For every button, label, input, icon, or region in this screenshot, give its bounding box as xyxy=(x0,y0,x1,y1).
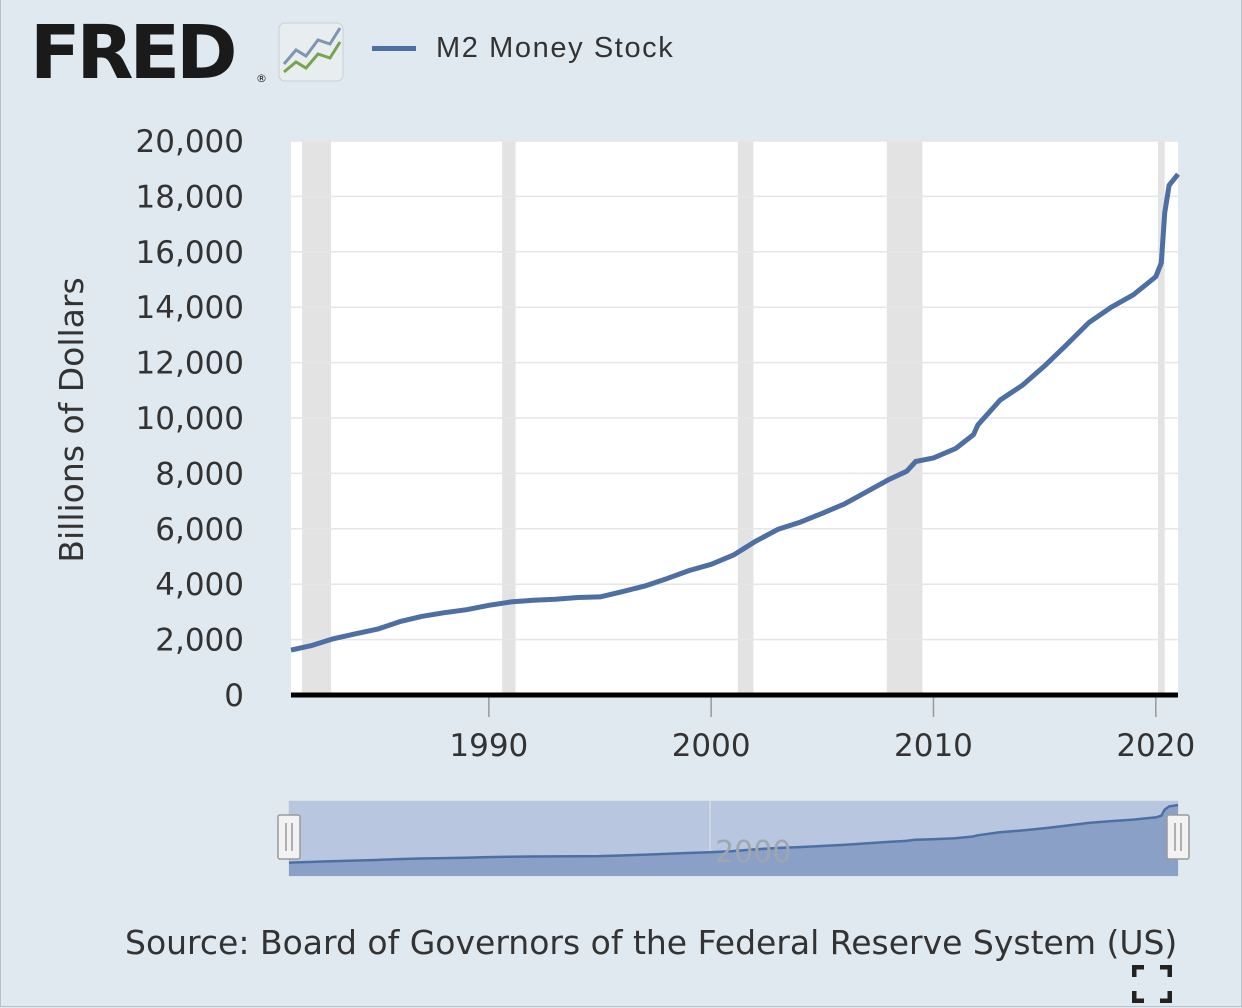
legend-series-label: M2 Money Stock xyxy=(436,32,675,64)
chart-svg: 0 2,000 4,000 6,000 8,000 10,000 12,000 14,000 1… xyxy=(52,124,1195,877)
y-tick-label: 18,000 xyxy=(136,179,244,215)
y-tick-label: 20,000 xyxy=(136,124,244,160)
series-line-m2 xyxy=(290,172,1180,653)
x-tick-label: 1990 xyxy=(449,728,528,764)
y-tick-label: 8,000 xyxy=(155,456,244,492)
navigator-handle-right[interactable] xyxy=(1166,814,1190,860)
y-tick-label: 16,000 xyxy=(136,235,244,271)
source-note: Source: Board of Governors of the Federa… xyxy=(125,923,1178,962)
fred-logo[interactable]: FRED xyxy=(30,10,238,96)
y-tick-label: 10,000 xyxy=(136,401,244,437)
y-tick-labels: 0 2,000 4,000 6,000 8,000 10,000 12,000 14,000 1… xyxy=(136,124,244,714)
y-tick-label: 14,000 xyxy=(136,290,244,326)
x-tick-label: 2010 xyxy=(894,728,973,764)
y-tick-label: 0 xyxy=(224,678,244,714)
navigator-line xyxy=(288,803,1179,864)
x-tick-label: 2020 xyxy=(1116,728,1195,764)
y-tick-label: 4,000 xyxy=(155,567,244,603)
navigator-tick-label: 2000 xyxy=(715,835,791,870)
x-ticks: 1990 2000 2010 2020 xyxy=(449,695,1195,764)
navigator-handle-left[interactable] xyxy=(277,814,301,860)
y-tick-label: 12,000 xyxy=(136,346,244,382)
legend-swatch xyxy=(372,46,416,51)
x-tick-label: 2000 xyxy=(672,728,751,764)
chart-legend[interactable]: M2 Money Stock xyxy=(372,32,674,65)
registered-mark: ® xyxy=(256,72,267,85)
fullscreen-icon[interactable] xyxy=(1132,965,1172,1003)
y-tick-label: 2,000 xyxy=(155,623,244,659)
range-navigator[interactable]: 2000 xyxy=(277,800,1190,877)
line-graph-icon xyxy=(278,22,344,82)
y-axis-title: Billions of Dollars xyxy=(52,277,91,562)
y-tick-label: 6,000 xyxy=(155,512,244,548)
navigator-area xyxy=(289,805,1178,876)
gridlines xyxy=(291,140,1178,641)
